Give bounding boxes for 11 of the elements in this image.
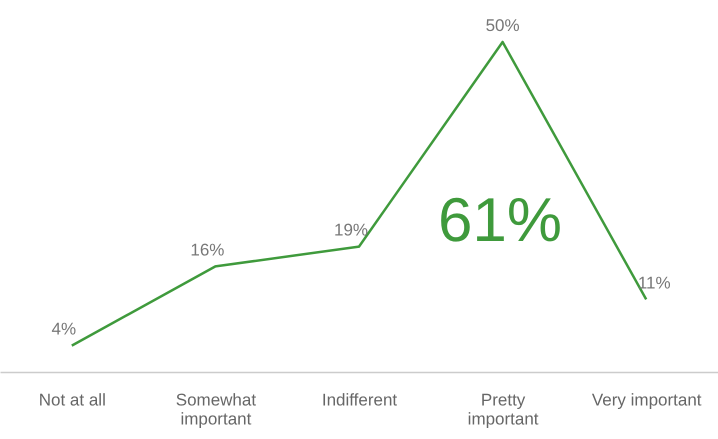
annotation: 61% bbox=[438, 186, 562, 255]
x-tick-label: Pretty important bbox=[468, 390, 539, 428]
x-tick-label: Indifferent bbox=[322, 390, 398, 410]
data-label: 16% bbox=[190, 240, 224, 260]
x-tick-label: Somewhat important bbox=[176, 390, 256, 428]
x-tick-label: Not at all bbox=[38, 390, 106, 410]
data-label: 50% bbox=[486, 16, 520, 35]
x-tick-label: Very important bbox=[592, 390, 702, 410]
data-label: 11% bbox=[638, 273, 671, 292]
data-label: 4% bbox=[52, 320, 76, 339]
data-label: 19% bbox=[334, 220, 368, 240]
